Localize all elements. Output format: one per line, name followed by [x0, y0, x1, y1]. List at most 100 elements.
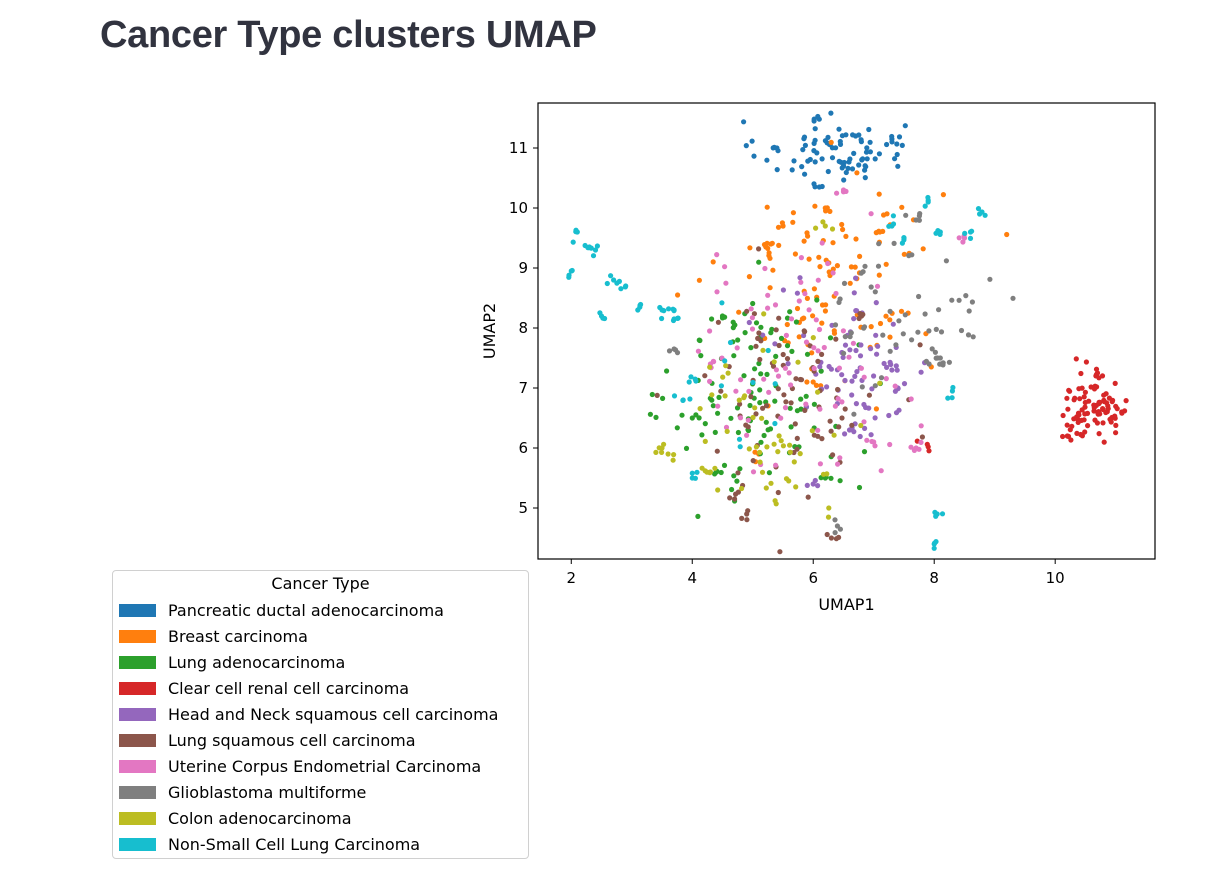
data-point — [794, 435, 800, 441]
data-point — [1073, 356, 1079, 362]
data-point — [943, 258, 950, 264]
data-point — [817, 264, 823, 270]
data-point — [761, 311, 767, 317]
data-point — [653, 449, 659, 455]
data-point — [875, 263, 882, 269]
data-point — [1093, 366, 1100, 372]
legend-item: Head and Neck squamous cell carcinoma — [119, 701, 498, 727]
data-point — [916, 217, 923, 223]
data-point — [760, 347, 766, 353]
data-point — [816, 326, 823, 333]
data-point — [718, 383, 725, 389]
data-point — [702, 421, 708, 427]
data-point — [694, 469, 700, 475]
data-point — [828, 139, 834, 145]
data-point — [828, 428, 834, 434]
data-point — [909, 337, 915, 343]
data-point — [925, 194, 931, 201]
data-point — [895, 163, 901, 169]
data-point — [853, 347, 859, 354]
data-point — [746, 446, 752, 452]
data-point — [773, 353, 779, 359]
data-point — [846, 159, 852, 165]
data-point — [770, 267, 776, 273]
data-point — [1105, 403, 1111, 409]
data-point — [756, 360, 762, 367]
data-point — [735, 429, 742, 436]
data-point — [1096, 399, 1102, 405]
data-point — [893, 342, 899, 348]
data-point — [866, 126, 872, 133]
legend-label: Head and Neck squamous cell carcinoma — [168, 704, 499, 724]
data-point — [902, 312, 908, 318]
data-point — [839, 372, 845, 378]
data-point — [753, 320, 760, 326]
data-point — [840, 328, 847, 334]
data-point — [616, 278, 623, 284]
data-point — [802, 329, 808, 335]
data-point — [1081, 394, 1087, 400]
data-point — [745, 424, 751, 430]
data-point — [836, 365, 843, 371]
data-point — [783, 399, 789, 405]
data-point — [892, 156, 898, 162]
data-point — [917, 342, 923, 348]
data-point — [804, 482, 810, 488]
data-point — [1114, 406, 1120, 412]
data-point — [815, 483, 821, 489]
data-point — [856, 484, 863, 491]
data-point — [842, 431, 848, 437]
data-point — [890, 221, 897, 227]
data-point — [839, 415, 845, 421]
data-point — [911, 447, 918, 453]
data-point — [828, 535, 835, 541]
data-point — [827, 208, 833, 214]
data-point — [863, 164, 869, 170]
plot-frame — [537, 102, 1156, 560]
data-point — [802, 407, 808, 413]
data-point — [657, 304, 663, 311]
data-point — [760, 332, 766, 338]
data-point — [916, 213, 923, 219]
data-point — [866, 405, 872, 411]
data-point — [843, 233, 849, 239]
data-point — [803, 339, 810, 345]
data-point — [798, 377, 805, 383]
data-point — [757, 356, 763, 363]
data-point — [874, 283, 881, 289]
data-point — [750, 300, 756, 307]
data-point — [772, 302, 779, 308]
data-point — [780, 443, 787, 449]
data-point — [796, 298, 802, 304]
data-point — [924, 441, 930, 447]
legend-swatch — [119, 785, 156, 799]
data-point — [862, 425, 868, 431]
data-point — [887, 334, 893, 340]
data-point — [867, 139, 873, 145]
page-title: Cancer Type clusters UMAP — [100, 14, 597, 56]
data-point — [839, 399, 845, 405]
data-point — [1103, 391, 1109, 397]
data-point — [722, 264, 728, 270]
data-point — [883, 261, 889, 267]
data-point — [847, 280, 853, 286]
data-point — [858, 342, 864, 348]
data-point — [1067, 388, 1073, 394]
data-point — [877, 320, 884, 327]
data-point — [734, 345, 740, 351]
data-point — [857, 433, 863, 440]
data-point — [892, 383, 898, 389]
data-point — [878, 375, 885, 381]
data-point — [1096, 431, 1102, 437]
data-point — [761, 432, 767, 439]
data-point — [982, 212, 988, 218]
data-point — [670, 317, 677, 324]
data-point — [570, 239, 576, 245]
data-point — [773, 327, 779, 333]
data-point — [763, 419, 769, 425]
data-point — [887, 308, 893, 314]
data-point — [832, 517, 838, 523]
data-point — [656, 445, 662, 451]
data-point — [815, 427, 821, 433]
data-point — [940, 362, 946, 368]
